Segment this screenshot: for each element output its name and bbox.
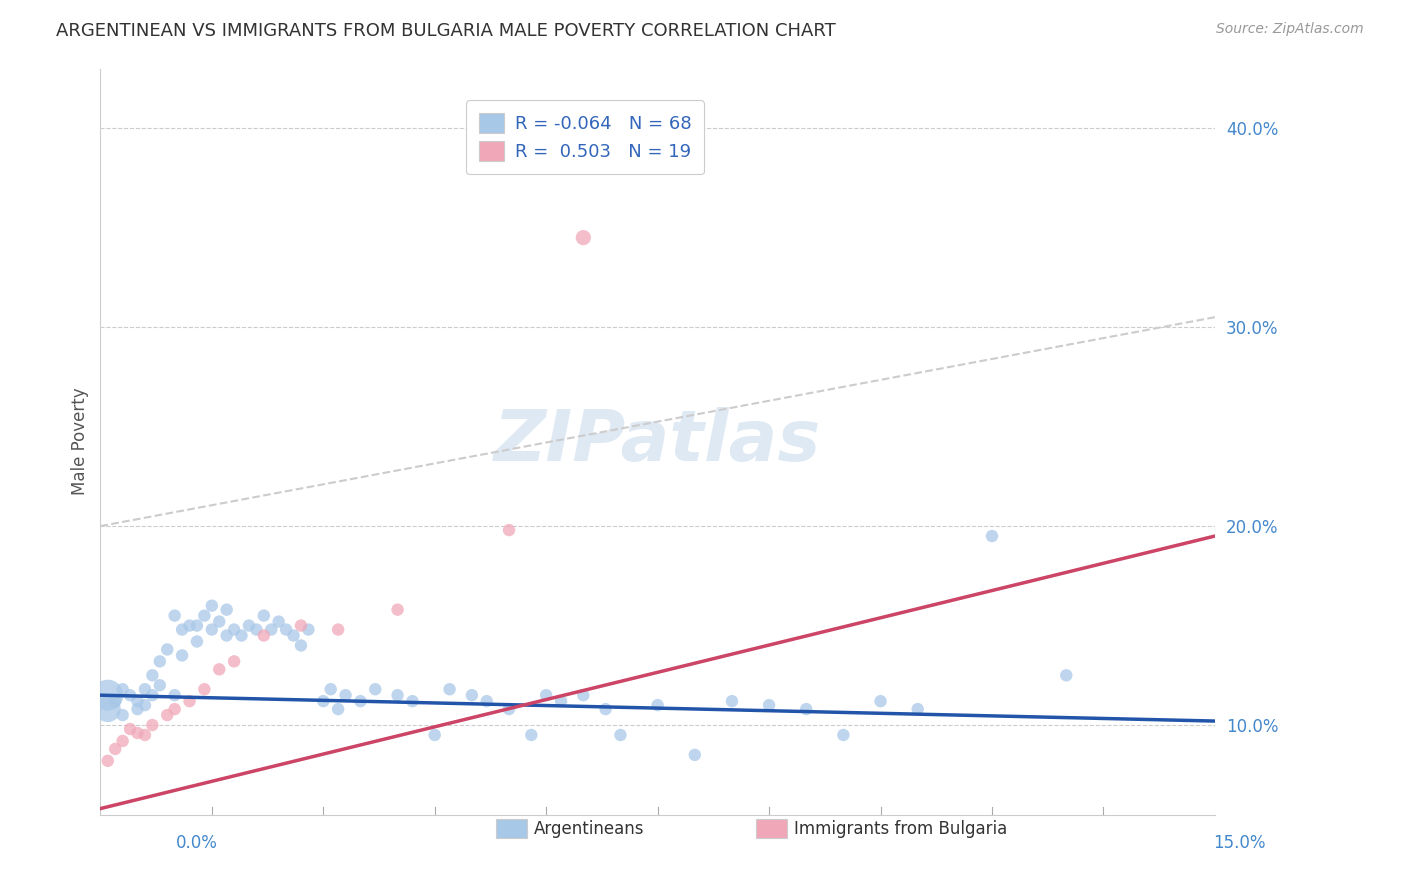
Point [364,682,387,697]
Point [520,728,543,742]
Point [172,623,194,637]
Point [260,623,283,637]
Point [172,648,194,663]
Point [297,623,319,637]
Point [163,688,186,702]
Point [127,694,149,708]
Point [253,608,276,623]
Point [758,698,780,713]
Point [127,726,149,740]
Point [111,708,134,723]
Point [127,702,149,716]
Point [283,628,305,642]
Point [97,702,120,716]
Point [869,694,891,708]
Point [163,608,186,623]
Point [423,728,446,742]
Point [215,602,238,616]
Point [149,678,172,692]
Point [97,688,120,702]
Point [141,718,163,732]
Legend: R = -0.064   N = 68, R =  0.503   N = 19: R = -0.064 N = 68, R = 0.503 N = 19 [465,100,704,174]
Point [208,662,231,676]
Point [156,642,179,657]
Point [534,688,557,702]
Point [475,694,498,708]
Point [149,654,172,668]
Point [104,742,127,756]
Point [647,698,669,713]
Point [387,688,409,702]
Point [498,702,520,716]
Point [721,694,744,708]
Point [222,623,245,637]
Point [193,682,215,697]
Point [120,722,142,736]
Point [163,702,186,716]
Point [245,623,267,637]
Point [290,618,312,632]
Point [267,615,290,629]
Point [461,688,484,702]
Point [274,623,297,637]
Text: 0.0%: 0.0% [176,834,218,852]
Point [595,702,617,716]
Point [326,623,349,637]
Point [222,654,245,668]
Point [253,628,276,642]
Point [111,734,134,748]
Point [312,694,335,708]
Point [335,688,357,702]
Point [832,728,855,742]
Point [1054,668,1077,682]
Point [231,628,253,642]
Text: Argentineans: Argentineans [533,820,644,838]
Point [550,694,572,708]
Point [201,599,224,613]
Point [134,682,156,697]
Point [141,688,163,702]
Point [193,608,215,623]
Point [439,682,461,697]
Point [572,230,595,244]
Point [186,634,208,648]
Point [238,618,260,632]
Point [104,694,127,708]
Point [141,668,163,682]
Point [683,747,706,762]
Point [794,702,817,716]
Point [319,682,342,697]
Text: 15.0%: 15.0% [1213,834,1265,852]
Point [179,618,201,632]
Point [97,754,120,768]
Text: Source: ZipAtlas.com: Source: ZipAtlas.com [1216,22,1364,37]
Point [186,618,208,632]
Point [907,702,929,716]
Y-axis label: Male Poverty: Male Poverty [72,388,89,495]
Point [326,702,349,716]
Text: ARGENTINEAN VS IMMIGRANTS FROM BULGARIA MALE POVERTY CORRELATION CHART: ARGENTINEAN VS IMMIGRANTS FROM BULGARIA … [56,22,837,40]
Point [290,639,312,653]
Point [201,623,224,637]
Point [609,728,631,742]
Point [134,728,156,742]
Point [120,688,142,702]
Text: ZIPatlas: ZIPatlas [494,407,821,476]
Point [981,529,1004,543]
Point [111,682,134,697]
Point [349,694,371,708]
Point [179,694,201,708]
Text: Immigrants from Bulgaria: Immigrants from Bulgaria [793,820,1007,838]
Point [498,523,520,537]
Point [156,708,179,723]
Point [572,688,595,702]
Point [387,602,409,616]
Point [401,694,423,708]
Point [215,628,238,642]
Point [134,698,156,713]
Point [208,615,231,629]
